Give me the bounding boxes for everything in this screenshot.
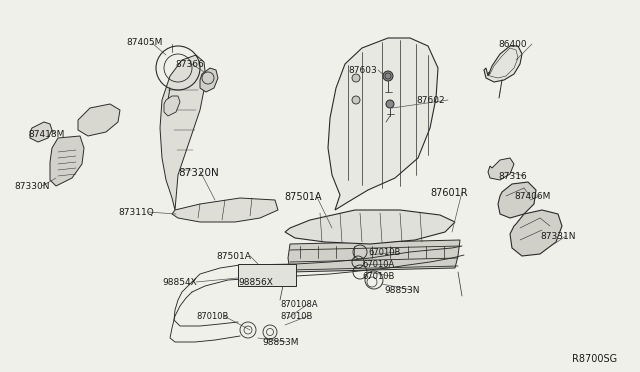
Text: 98853M: 98853M xyxy=(262,338,298,347)
Text: 98853N: 98853N xyxy=(384,286,419,295)
Text: 87316: 87316 xyxy=(498,172,527,181)
Text: 87311Q: 87311Q xyxy=(118,208,154,217)
Polygon shape xyxy=(78,104,120,136)
Text: 87603: 87603 xyxy=(348,66,377,75)
Polygon shape xyxy=(288,240,460,272)
Text: 87320N: 87320N xyxy=(178,168,219,178)
Text: 87501A: 87501A xyxy=(216,252,251,261)
Circle shape xyxy=(385,73,391,79)
Polygon shape xyxy=(164,96,180,116)
Polygon shape xyxy=(498,182,536,218)
Polygon shape xyxy=(488,158,514,180)
Text: 87601R: 87601R xyxy=(430,188,468,198)
Text: 87010B: 87010B xyxy=(280,312,312,321)
Circle shape xyxy=(352,74,360,82)
Circle shape xyxy=(352,96,360,104)
Polygon shape xyxy=(285,210,455,244)
Circle shape xyxy=(383,71,393,81)
Polygon shape xyxy=(484,46,522,82)
Text: 86400: 86400 xyxy=(498,40,527,49)
Text: 87602: 87602 xyxy=(416,96,445,105)
Text: 870108A: 870108A xyxy=(280,300,317,309)
Text: 67010B: 67010B xyxy=(362,272,394,281)
Text: 98854X: 98854X xyxy=(162,278,196,287)
Text: 87418M: 87418M xyxy=(28,130,65,139)
Text: 87501A: 87501A xyxy=(284,192,321,202)
Text: 67010B: 67010B xyxy=(368,248,401,257)
Polygon shape xyxy=(172,198,278,222)
Text: 87330N: 87330N xyxy=(14,182,49,191)
Text: R8700SG: R8700SG xyxy=(572,354,617,364)
Text: 87366: 87366 xyxy=(175,60,204,69)
Polygon shape xyxy=(510,210,562,256)
Polygon shape xyxy=(200,68,218,92)
Text: 87331N: 87331N xyxy=(540,232,575,241)
Polygon shape xyxy=(30,122,52,142)
Text: 87406M: 87406M xyxy=(514,192,550,201)
Polygon shape xyxy=(328,38,438,210)
Circle shape xyxy=(386,100,394,108)
Polygon shape xyxy=(50,136,84,186)
Text: 67010A: 67010A xyxy=(362,260,394,269)
Text: 87010B: 87010B xyxy=(196,312,228,321)
Bar xyxy=(238,264,296,286)
Text: 87405M: 87405M xyxy=(126,38,163,47)
Text: 98856X: 98856X xyxy=(238,278,273,287)
Polygon shape xyxy=(160,55,206,210)
